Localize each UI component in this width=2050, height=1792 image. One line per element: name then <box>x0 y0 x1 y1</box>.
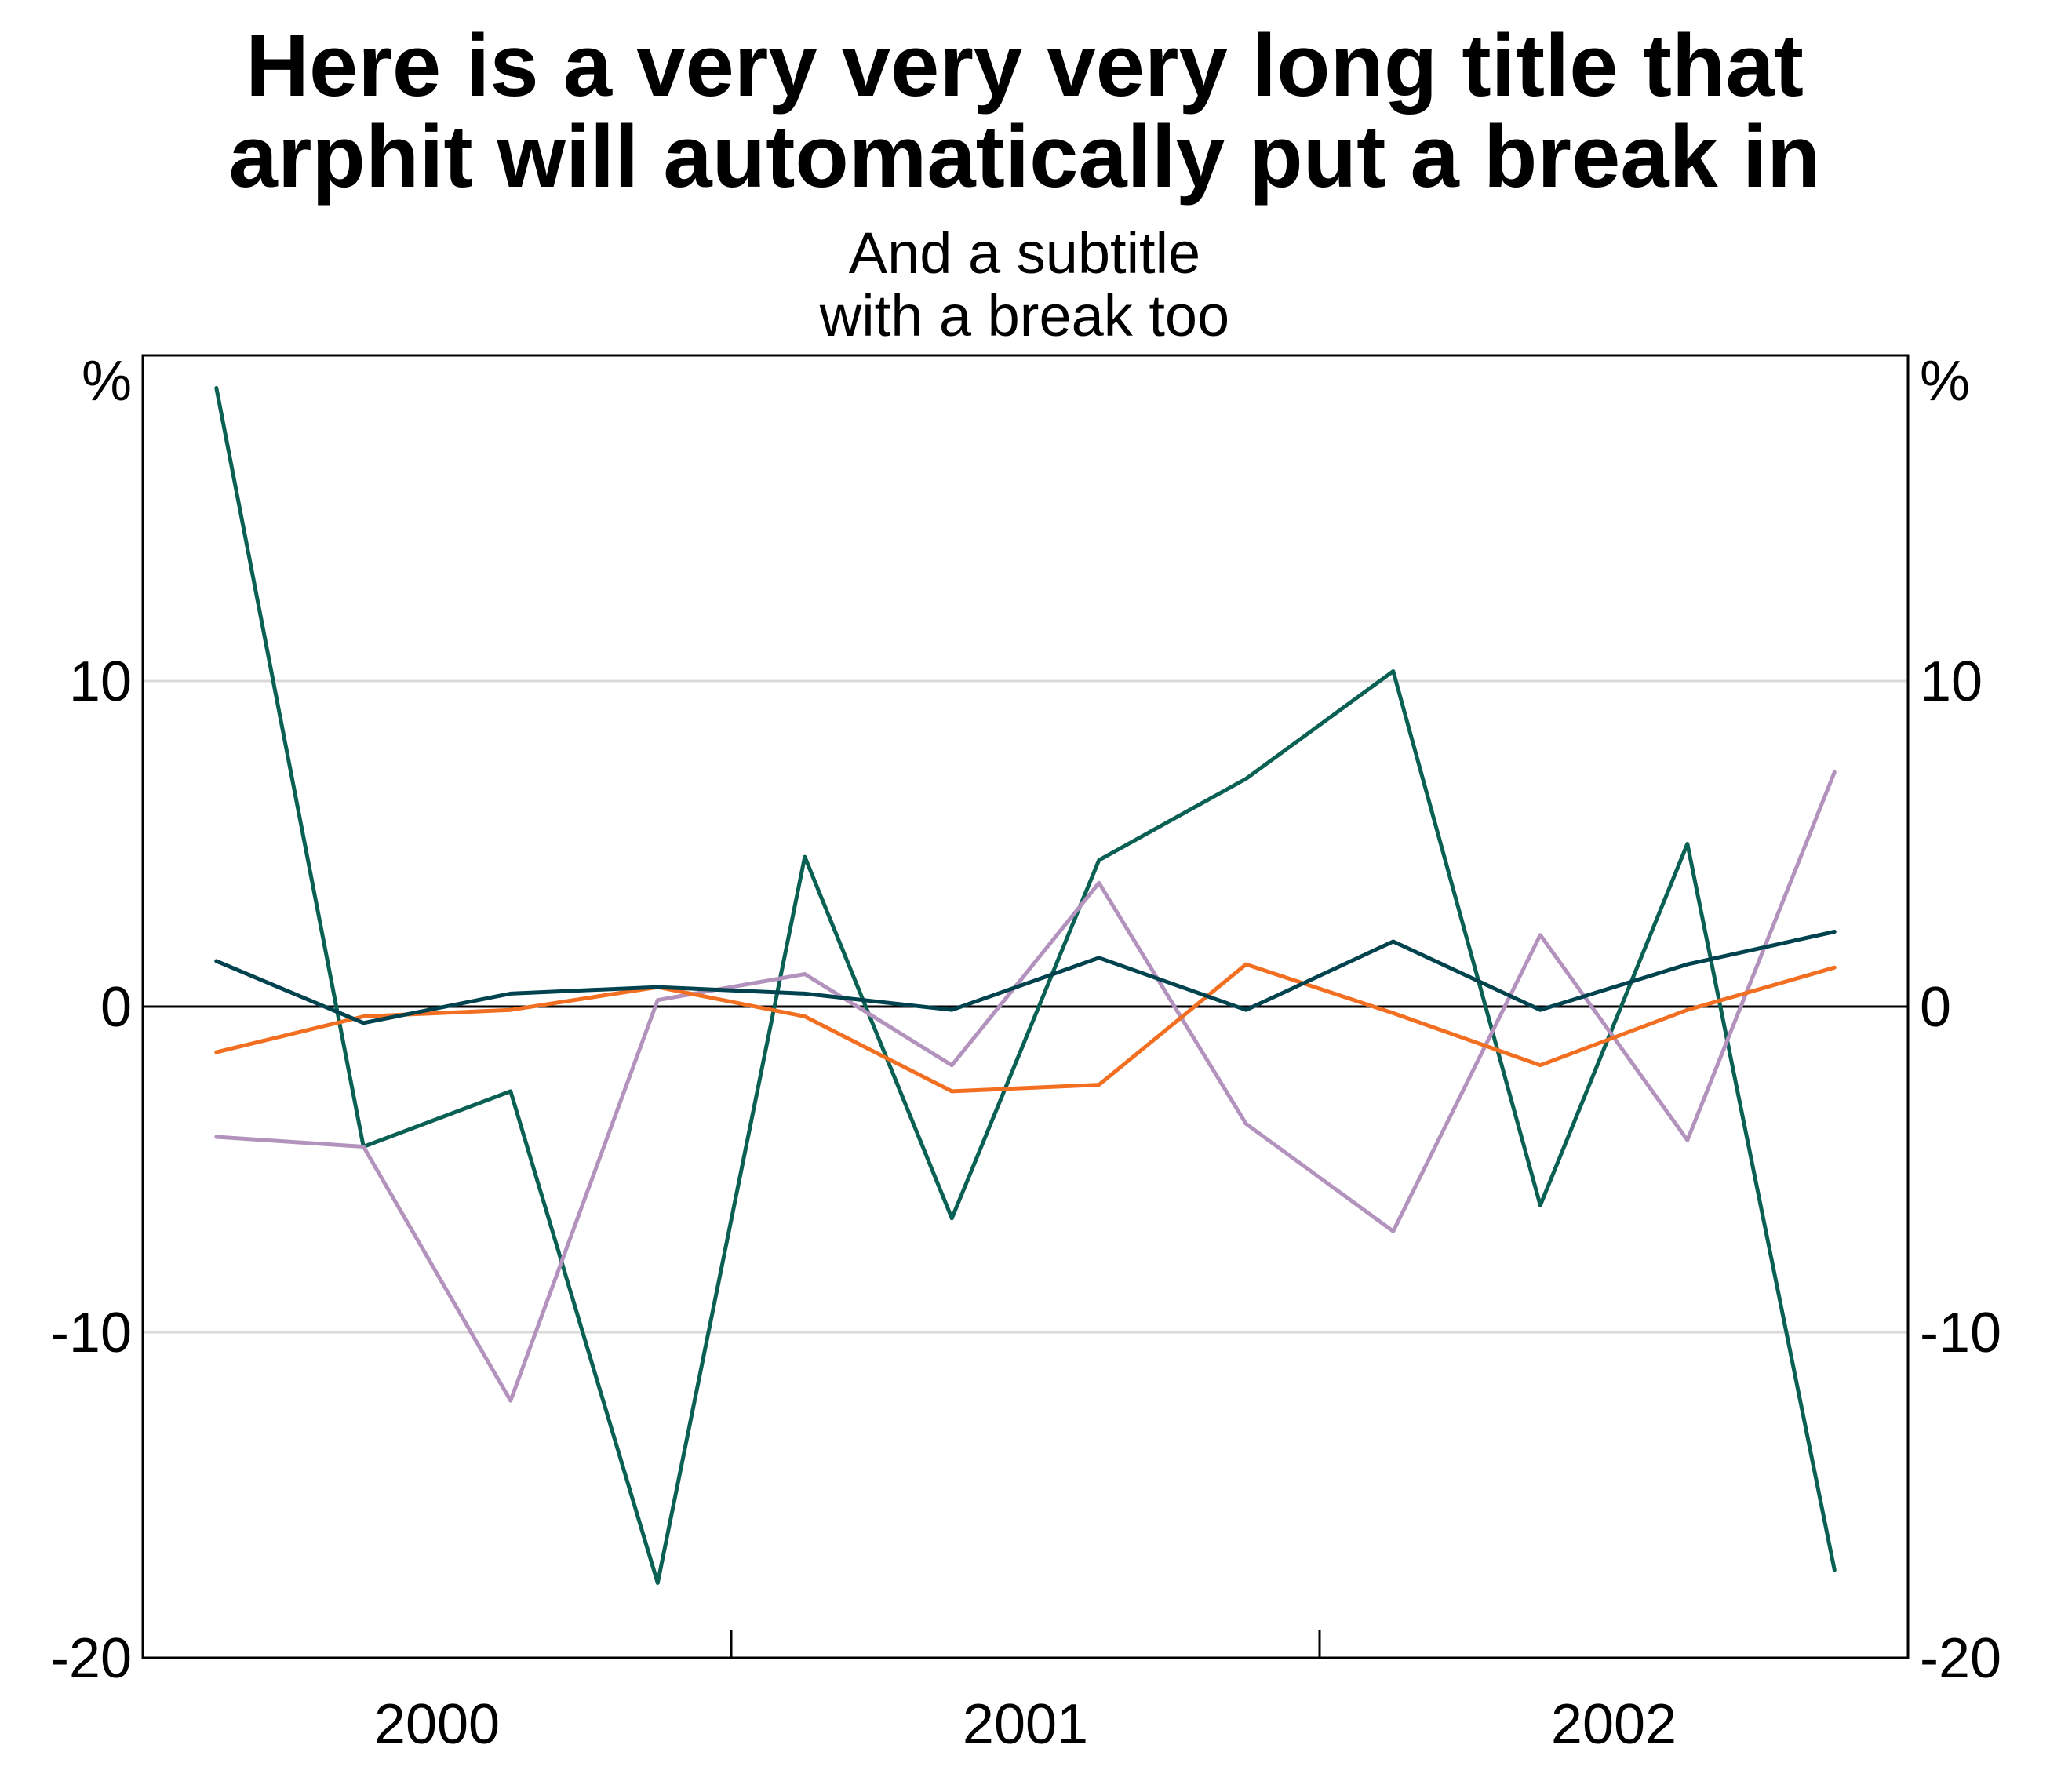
x-axis-ticks <box>730 1630 1321 1658</box>
x-tick-label: 2001 <box>963 1693 1088 1756</box>
series-line-2 <box>214 770 1837 1403</box>
y-tick-label-right: 0 <box>1920 976 1951 1039</box>
x-tick-label: 2000 <box>374 1693 500 1756</box>
subtitle-line-2: with a break too <box>819 283 1229 348</box>
y-tick-label-right: -20 <box>1920 1627 2001 1690</box>
chart-title: Here is a very very very long title that… <box>229 16 1821 206</box>
series-line-1 <box>214 386 1837 1585</box>
y-tick-label-right: 10 <box>1920 650 1983 713</box>
title-line-1: Here is a very very very long title that <box>246 16 1804 115</box>
y-axis-left-unit: % <box>82 350 132 413</box>
y-tick-label-left: 10 <box>69 650 132 713</box>
y-tick-label-left: -10 <box>50 1302 132 1364</box>
y-axis-left-ticks: -20 -10 0 10 <box>50 650 132 1690</box>
subtitle-line-1: And a subtitle <box>849 220 1200 286</box>
series-lines <box>214 386 1837 1585</box>
y-tick-label-left: -20 <box>50 1627 132 1690</box>
y-axis-right-ticks: -20 -10 0 10 <box>1920 650 2001 1690</box>
chart-subtitle: And a subtitle with a break too <box>819 220 1229 348</box>
y-tick-label-right: -10 <box>1920 1302 2001 1364</box>
gridlines <box>143 679 1908 1334</box>
x-tick-label: 2002 <box>1551 1693 1677 1756</box>
plot-frame <box>141 354 1910 1659</box>
x-axis-labels: 2000 2001 2002 <box>374 1693 1677 1756</box>
series-line-3 <box>214 962 1837 1094</box>
y-axis-right-unit: % <box>1920 350 1970 413</box>
series-line-4 <box>214 930 1837 1025</box>
title-line-2: arphit will automatically put a break in <box>229 107 1821 206</box>
y-tick-label-left: 0 <box>100 976 132 1039</box>
